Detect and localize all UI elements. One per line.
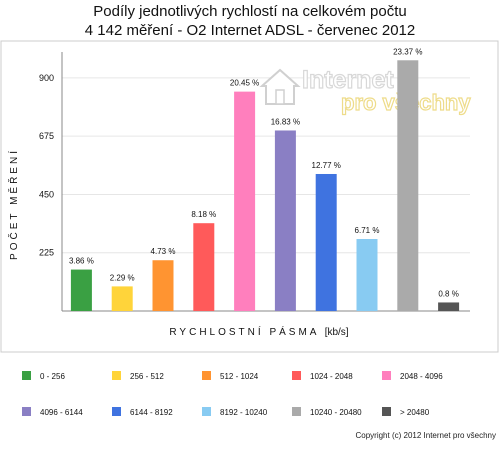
legend-label: 512 - 1024 xyxy=(220,372,259,381)
data-label: 0.8 % xyxy=(438,289,458,298)
bar xyxy=(152,260,174,311)
data-labels: 3.86 % 2.29 % 4.73 % 8.18 % 20.45 % 16.83 % 12… xyxy=(69,47,459,298)
data-label: 6.71 % xyxy=(355,226,380,235)
legend-label: 1024 - 2048 xyxy=(310,372,353,381)
legend-label: 10240 - 20480 xyxy=(310,408,362,417)
legend-swatch xyxy=(382,371,391,380)
legend-swatch xyxy=(112,371,121,380)
copyright-text: Copyright (c) 2012 Internet pro všechny xyxy=(355,431,496,440)
legend-label: > 20480 xyxy=(400,408,430,417)
bar xyxy=(356,238,378,311)
bar xyxy=(111,286,133,311)
legend-swatch xyxy=(382,407,391,416)
legend-swatch xyxy=(22,371,31,380)
y-tick-labels: 225 450 675 900 xyxy=(39,73,54,258)
y-tick-label: 675 xyxy=(39,131,54,141)
chart-title-line1: Podíly jednotlivých rychlostí na celkové… xyxy=(93,3,406,20)
data-label: 3.86 % xyxy=(69,257,94,266)
legend-swatch xyxy=(112,407,121,416)
bar xyxy=(70,269,92,311)
data-label: 16.83 % xyxy=(271,117,300,126)
data-label: 20.45 % xyxy=(230,79,259,88)
bar xyxy=(397,60,419,312)
bars xyxy=(70,60,460,312)
data-label: 4.73 % xyxy=(151,247,176,256)
x-axis-label-text: RYCHLOSTNÍ PÁSMA xyxy=(169,325,319,338)
y-tick-label: 900 xyxy=(39,73,54,83)
x-axis-label: RYCHLOSTNÍ PÁSMA [kb/s] xyxy=(169,325,348,338)
bar xyxy=(193,223,215,311)
legend-label: 2048 - 4096 xyxy=(400,372,443,381)
chart-title-line2: 4 142 měření - O2 Internet ADSL - červen… xyxy=(85,22,415,39)
bar xyxy=(274,130,296,311)
watermark-line1: Internet xyxy=(302,66,394,94)
bar xyxy=(315,173,337,311)
legend-swatch xyxy=(292,407,301,416)
legend-label: 8192 - 10240 xyxy=(220,408,268,417)
bar xyxy=(438,302,460,311)
legend-swatch xyxy=(202,407,211,416)
x-axis-unit: [kb/s] xyxy=(325,327,349,338)
data-label: 23.37 % xyxy=(393,47,422,56)
legend-swatch xyxy=(22,407,31,416)
legend: 0 - 256 256 - 512 512 - 1024 1024 - 2048 204… xyxy=(22,371,443,417)
y-axis-label: POČET MĚŘENÍ xyxy=(7,148,20,260)
data-label: 8.18 % xyxy=(191,210,216,219)
house-logo-icon xyxy=(259,68,301,105)
data-label: 12.77 % xyxy=(312,161,341,170)
y-tick-label: 225 xyxy=(39,248,54,258)
legend-label: 6144 - 8192 xyxy=(130,408,173,417)
legend-label: 4096 - 6144 xyxy=(40,408,83,417)
legend-label: 0 - 256 xyxy=(40,372,65,381)
legend-swatch xyxy=(202,371,211,380)
bar xyxy=(234,91,256,311)
y-tick-label: 450 xyxy=(39,189,54,199)
legend-swatch xyxy=(292,371,301,380)
legend-label: 256 - 512 xyxy=(130,372,164,381)
data-label: 2.29 % xyxy=(110,273,135,282)
